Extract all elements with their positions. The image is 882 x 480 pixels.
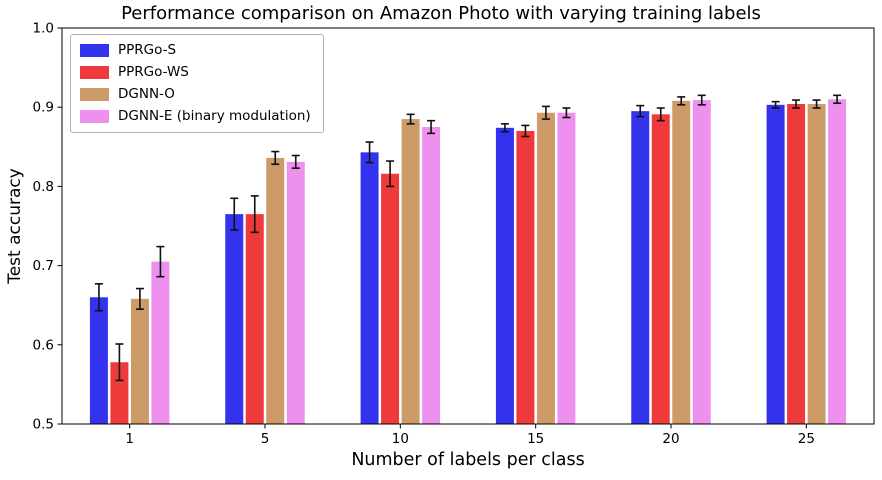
- bar: [807, 104, 826, 425]
- bar: [766, 104, 785, 424]
- bar: [651, 114, 670, 424]
- legend-item: DGNN-E (binary modulation): [80, 109, 311, 124]
- chart-title: Performance comparison on Amazon Photo w…: [121, 3, 761, 24]
- x-tick-label: 10: [392, 431, 409, 447]
- y-tick-label: 0.6: [33, 337, 54, 353]
- legend-swatch: [80, 88, 109, 101]
- x-tick-label: 20: [662, 431, 679, 447]
- bar: [672, 100, 691, 424]
- legend-label: DGNN-O: [118, 86, 175, 102]
- legend-swatch: [80, 66, 109, 79]
- y-tick-label: 0.5: [33, 417, 54, 433]
- axes-box: [61, 27, 875, 425]
- legend-swatch: [80, 110, 109, 123]
- legend-swatch: [80, 44, 109, 57]
- bar: [536, 112, 555, 424]
- bar: [266, 157, 285, 424]
- legend-label: PPRGo-S: [118, 42, 177, 58]
- legend-label: DGNN-E (binary modulation): [118, 108, 311, 124]
- bar: [422, 127, 441, 424]
- bar: [225, 214, 244, 424]
- y-tick-label: 0.7: [33, 258, 54, 274]
- bar: [130, 298, 149, 424]
- bar: [495, 127, 514, 425]
- bar: [286, 161, 305, 424]
- x-tick-label: 1: [125, 431, 134, 447]
- legend: PPRGo-S PPRGo-WS DGNN-O DGNN-E (binary modu…: [70, 34, 324, 133]
- legend-item: DGNN-O: [80, 87, 311, 102]
- x-tick-label: 25: [798, 431, 815, 447]
- bar: [381, 173, 400, 424]
- bar: [360, 152, 379, 424]
- y-tick-label: 0.9: [33, 100, 54, 116]
- bar: [151, 261, 170, 424]
- bar: [557, 112, 576, 424]
- bar: [245, 214, 264, 424]
- bar: [692, 100, 711, 425]
- bar: [110, 362, 129, 424]
- bar: [631, 111, 650, 424]
- bar: [516, 130, 535, 424]
- x-tick-label: 15: [527, 431, 544, 447]
- y-tick-label: 1.0: [33, 21, 54, 37]
- legend-label: PPRGo-WS: [118, 64, 189, 80]
- legend-item: PPRGo-WS: [80, 65, 311, 80]
- y-tick-label: 0.8: [33, 179, 54, 195]
- bar: [828, 99, 847, 424]
- bar: [787, 104, 806, 425]
- x-axis-label: Number of labels per class: [351, 450, 585, 470]
- bar: [401, 119, 420, 424]
- legend-item: PPRGo-S: [80, 43, 311, 58]
- bar: [89, 297, 108, 424]
- x-tick-label: 5: [261, 431, 270, 447]
